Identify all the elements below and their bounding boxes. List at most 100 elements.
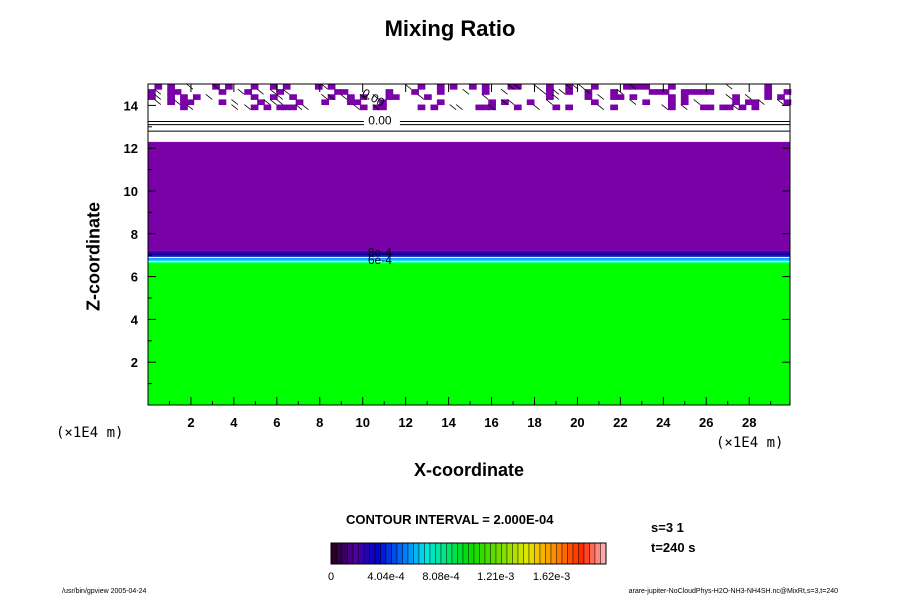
patch-cell (616, 94, 625, 100)
patch-cell (584, 94, 593, 100)
y-axis-ticks: 2 4 6 8 10 12 14 (124, 98, 790, 385)
patch-cell (353, 99, 362, 106)
colorbar-cell (380, 542, 387, 565)
patch-contour (211, 83, 219, 90)
patch-cell (334, 89, 342, 95)
colorbar-cell (539, 542, 546, 565)
patch-cell (777, 94, 785, 100)
patch-contour (680, 104, 688, 110)
patch-cell (276, 89, 285, 95)
patch-cell (668, 94, 676, 100)
patch-cell (192, 94, 201, 100)
patch-cell (751, 99, 760, 106)
cloud-patches (148, 83, 792, 111)
patch-contour (186, 104, 194, 110)
colorbar-ticks: 0 4.04e-4 8.08e-4 1.21e-3 1.62e-3 (328, 571, 570, 583)
patch-contour (744, 93, 752, 100)
patch-cell (546, 94, 554, 100)
colorbar-cell (440, 542, 447, 565)
patch-contour (462, 88, 470, 95)
patch-cell (250, 94, 259, 100)
patch-cell (668, 99, 676, 106)
contour-label: 0.00 (368, 114, 392, 128)
patch-contour (154, 93, 162, 100)
colorbar-cell (495, 542, 502, 565)
colorbar-cell (424, 542, 431, 565)
colorbar-cell (363, 542, 370, 565)
patch-contour (507, 83, 515, 90)
patch-cell (340, 89, 349, 95)
x-axis-ticks: 2 4 6 8 10 12 14 16 18 20 22 24 26 28 (168, 84, 772, 430)
patch-cell (546, 84, 554, 90)
patch-cell (295, 99, 304, 106)
patch-cell (269, 94, 278, 100)
colorbar-cell (413, 542, 420, 565)
patch-contour (186, 83, 194, 90)
patch-contour (359, 93, 367, 100)
patch-cell (590, 84, 599, 90)
patch-contour (205, 93, 213, 100)
patch-cell (436, 89, 445, 95)
patch-contour (353, 104, 361, 110)
x-tick-label: 28 (742, 415, 756, 430)
patch-cell (706, 89, 715, 95)
patch-contour (776, 99, 784, 105)
slice-info: s=3 1 (651, 520, 684, 535)
patch-cell (552, 104, 561, 111)
patch-cell (218, 89, 227, 95)
patch-contour (372, 93, 380, 100)
patch-cell (379, 99, 387, 106)
colorbar-cell (468, 542, 475, 565)
patch-contour (597, 93, 605, 100)
patch-cell (347, 94, 355, 100)
x-tick-label: 18 (527, 415, 541, 430)
contour-lines (148, 120, 790, 263)
time-info: t=240 s (651, 540, 696, 555)
patch-cell (687, 89, 695, 95)
colorbar-cell (517, 542, 524, 565)
x-tick-label: 10 (355, 415, 369, 430)
patch-cell (623, 84, 631, 90)
patch-contour (173, 99, 181, 105)
patch-cell (167, 84, 175, 90)
patch-cell (148, 94, 156, 100)
patch-cell (167, 89, 175, 95)
y-unit-label: (×1E4 m) (56, 425, 124, 441)
patch-contour (500, 88, 508, 95)
colorbar-cell (347, 542, 354, 565)
patch-cell (680, 89, 689, 95)
patch-cell (629, 94, 638, 100)
patch-cell (565, 104, 574, 111)
patch-cell (180, 94, 188, 100)
y-axis-label: Z-coordinate (83, 202, 104, 312)
y-tick-label: 14 (124, 98, 139, 113)
colorbar-cell (418, 542, 425, 565)
patch-contour (340, 93, 348, 100)
colorbar-cell (391, 542, 398, 565)
patch-contour (693, 99, 701, 105)
patch-cell (430, 104, 439, 111)
patch-cell (546, 89, 554, 95)
patch-cell (783, 99, 792, 106)
patch-contour (372, 104, 380, 110)
patch-contour (237, 88, 245, 95)
colorbar-tick-label: 1.21e-3 (477, 571, 514, 583)
patch-cell (680, 94, 689, 100)
patch-cell (385, 89, 394, 95)
patch-cell (180, 104, 188, 111)
patch-cell (590, 99, 599, 106)
patch-cell (732, 94, 740, 100)
colorbar-cell (550, 542, 557, 565)
patch-cell (167, 94, 175, 100)
patch-contour (244, 104, 251, 110)
patch-contour (488, 104, 495, 110)
patch-contour (256, 88, 264, 95)
colorbar-cell (429, 542, 436, 565)
patch-cell (648, 89, 657, 95)
patch-contour (629, 83, 637, 90)
patch-contour (263, 99, 271, 105)
patch-cell (764, 89, 773, 95)
colorbar-cell (396, 542, 403, 565)
plot-layers (148, 84, 790, 405)
x-tick-label: 26 (699, 415, 713, 430)
